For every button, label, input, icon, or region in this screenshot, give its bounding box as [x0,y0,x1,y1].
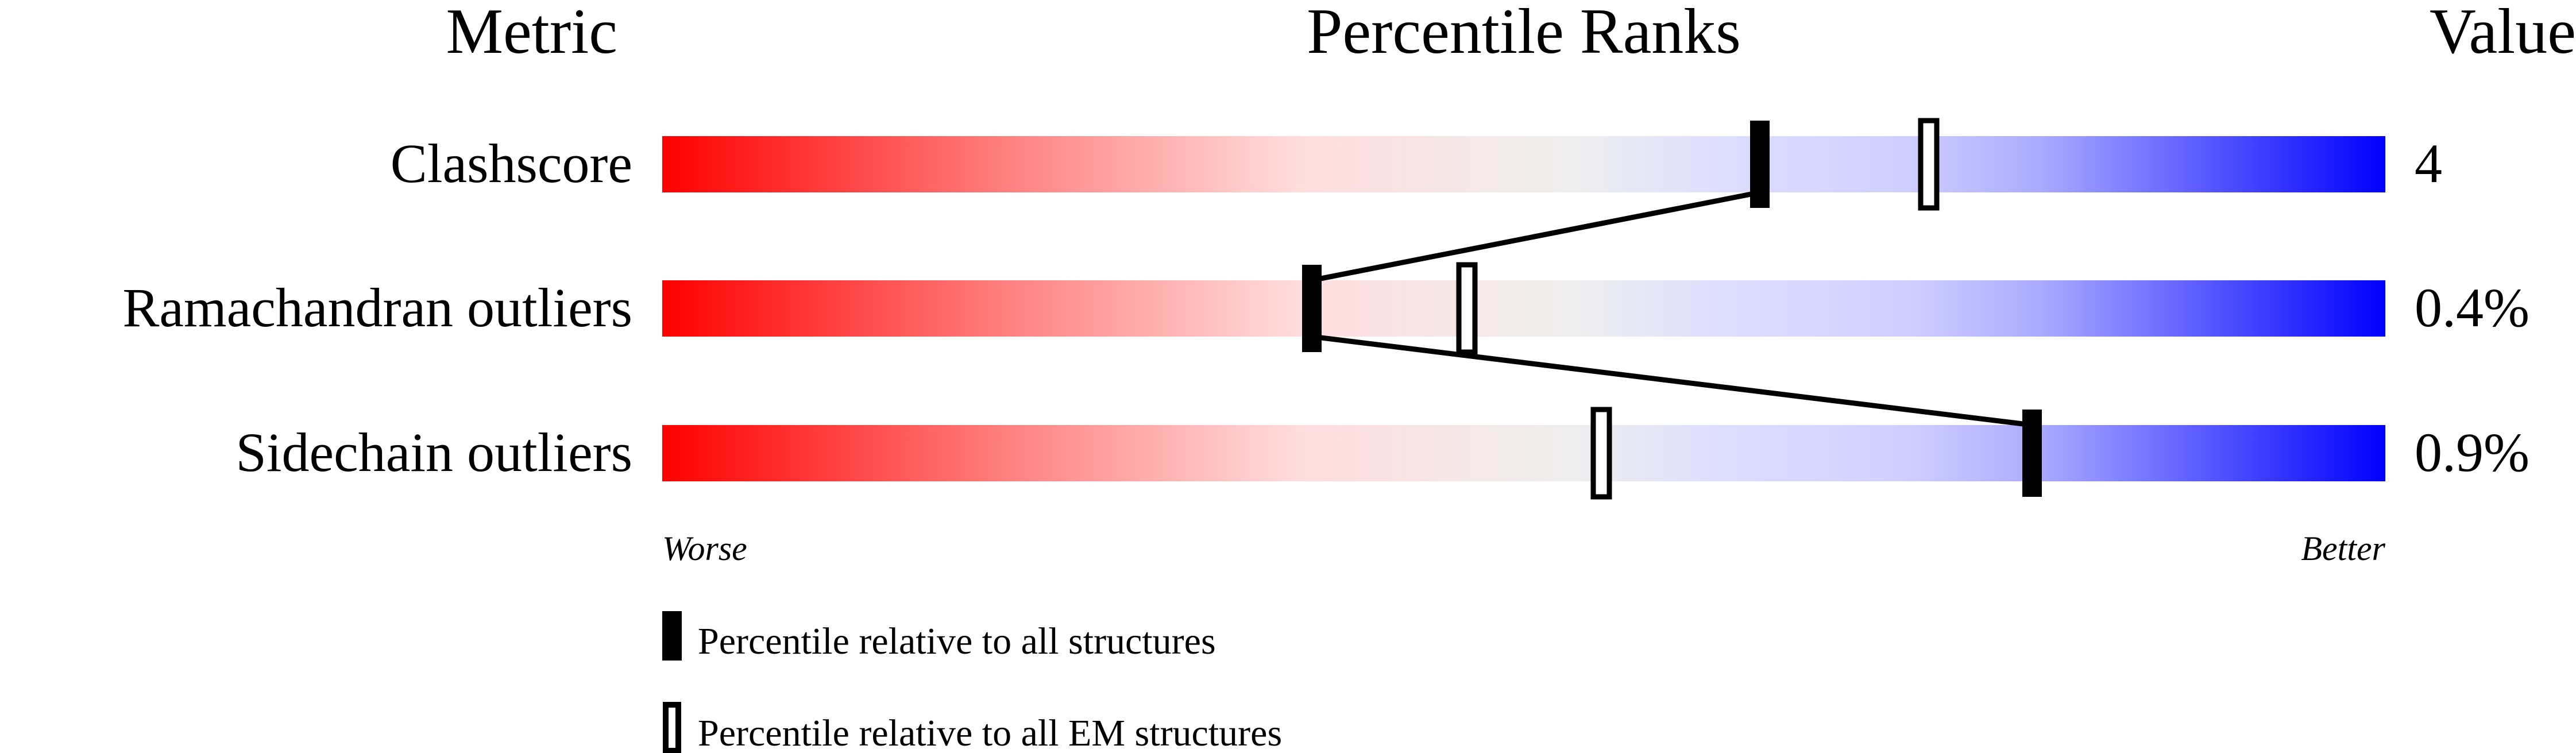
metric-label: Ramachandran outliers [122,277,632,338]
em-percentile-marker [1456,262,1478,355]
percentile-bar [662,136,2385,192]
em-percentile-marker [1918,118,1940,211]
legend-label-all: Percentile relative to all structures [698,620,1216,662]
all-percentile-marker [1750,121,1770,208]
legend-filled-marker [662,611,682,661]
worse-label: Worse [662,530,747,567]
percentile-bar [662,280,2385,337]
metric-value: 0.4% [2415,277,2529,338]
better-label: Better [2301,530,2385,567]
value-header: Value [2430,0,2576,67]
legend: Percentile relative to all structures Pe… [662,611,1282,753]
metric-value: 4 [2415,133,2442,194]
legend-hollow-marker [663,702,681,753]
all-percentile-marker [2022,410,2042,497]
metric-header: Metric [446,0,617,67]
metric-label: Clashscore [391,133,632,194]
percentile-connector-line [1311,190,1760,283]
percentile-connector-line [1311,334,2033,428]
em-percentile-marker [1590,407,1612,500]
legend-label-em: Percentile relative to all EM structures [698,712,1282,753]
chart-title: Percentile Ranks [1307,0,1741,67]
metric-label: Sidechain outliers [235,422,632,483]
all-percentile-marker [1302,265,1322,352]
percentile-bar [662,425,2385,481]
metric-value: 0.9% [2415,422,2529,483]
